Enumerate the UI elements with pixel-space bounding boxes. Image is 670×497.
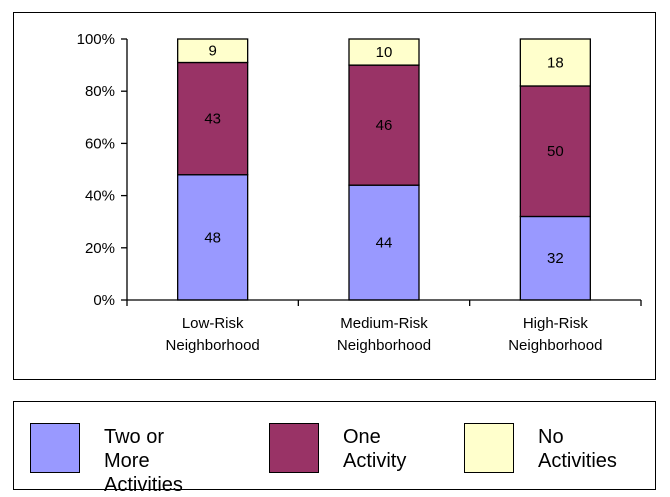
bar-segment-0-0 bbox=[177, 174, 249, 301]
y-tick-label-0: 0% bbox=[93, 292, 115, 309]
bar-segment-2-2 bbox=[519, 38, 591, 87]
data-label-2-2: 18 bbox=[547, 54, 564, 71]
x-tick-label-0: Low-Risk Neighborhood bbox=[166, 315, 260, 354]
bar-segment-1-1 bbox=[348, 64, 420, 186]
legend-label-two-or-more: Two or More Activities bbox=[104, 426, 183, 496]
data-label-2-0: 32 bbox=[547, 250, 564, 267]
data-label-1-1: 46 bbox=[376, 117, 393, 134]
legend-label-one: One Activity bbox=[343, 426, 407, 472]
data-label-0-2: 9 bbox=[208, 43, 216, 60]
bar-segment-1-2 bbox=[348, 38, 420, 66]
bar-segment-1-0 bbox=[348, 184, 420, 301]
data-label-0-0: 48 bbox=[204, 229, 221, 246]
data-label-1-2: 10 bbox=[376, 44, 393, 61]
bar-segment-2-1 bbox=[519, 85, 591, 218]
x-tick-label-1: Medium-Risk Neighborhood bbox=[337, 315, 431, 354]
data-label-2-1: 50 bbox=[547, 143, 564, 160]
legend-label-none: No Activities bbox=[538, 426, 617, 472]
data-label-1-0: 44 bbox=[376, 235, 393, 252]
bar-segment-0-2 bbox=[177, 38, 249, 64]
legend-swatch-none bbox=[464, 423, 514, 473]
y-tick-label-2: 40% bbox=[85, 188, 115, 205]
y-tick-label-4: 80% bbox=[85, 83, 115, 100]
chart-area: 48 43 9 44 46 10 32 50 18 0% 20% 40% 60% 80% 100% Low-R… bbox=[13, 12, 656, 380]
stacked-bar-chart: 48 43 9 44 46 10 32 50 18 0% 20% 40% 60% 80% 100% Low-R… bbox=[77, 31, 642, 354]
y-tick-label-5: 100% bbox=[77, 31, 115, 48]
bar-segment-0-1 bbox=[177, 61, 249, 176]
x-tick-label-2: High-Risk Neighborhood bbox=[508, 315, 602, 354]
y-tick-label-3: 60% bbox=[85, 135, 115, 152]
legend-swatch-two-or-more bbox=[30, 423, 80, 473]
legend-swatch-one bbox=[269, 423, 319, 473]
data-label-0-1: 43 bbox=[204, 111, 221, 128]
y-tick-label-1: 20% bbox=[85, 240, 115, 257]
legend: Two or More Activities One Activity No A… bbox=[13, 401, 656, 496]
